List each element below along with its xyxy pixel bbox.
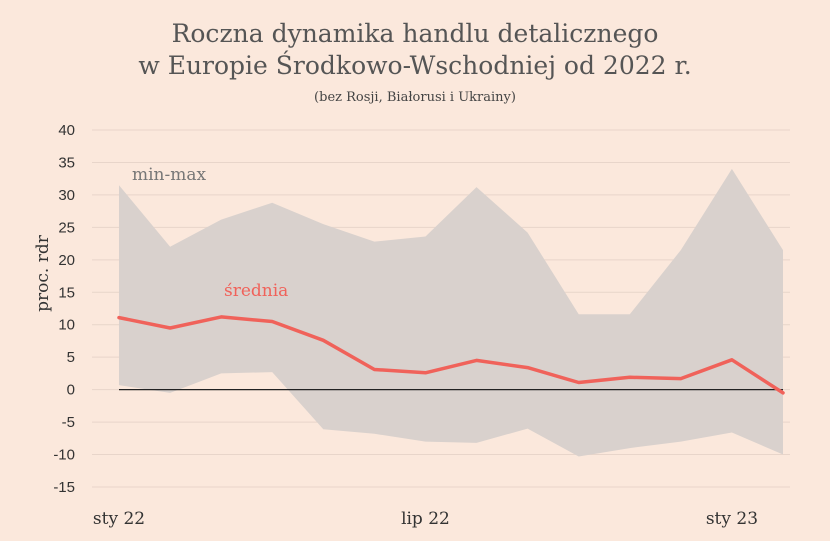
y-tick-label: 0 [67, 382, 75, 399]
y-tick-label: 15 [58, 284, 75, 301]
min-max-band [119, 168, 783, 457]
y-tick-label: 20 [58, 252, 75, 269]
mean-label: średnia [224, 281, 288, 301]
chart-title-line2: w Europie Środkowo-Wschodniej od 2022 r. [138, 51, 692, 80]
chart-subtitle: (bez Rosji, Białorusi i Ukrainy) [314, 90, 516, 105]
x-tick-label: lip 22 [401, 509, 450, 529]
y-tick-label: 10 [58, 317, 75, 334]
mean-line [117, 315, 785, 395]
y-tick-label: -5 [62, 414, 75, 431]
y-tick-labels: 40 35 30 25 20 15 10 5 0 -5 -10 -15 [53, 122, 75, 496]
y-tick-label: 40 [58, 122, 75, 139]
x-tick-label: sty 23 [706, 509, 758, 529]
y-tick-label: 25 [58, 219, 75, 236]
y-tick-label: 5 [67, 349, 75, 366]
y-axis-label: proc. rdr [33, 234, 53, 312]
y-tick-label: -15 [53, 479, 75, 496]
chart-title-line1: Roczna dynamika handlu detalicznego [171, 19, 659, 48]
y-tick-label: -10 [53, 447, 75, 464]
y-tick-label: 35 [58, 154, 75, 171]
x-tick-label: sty 22 [93, 509, 145, 529]
x-tick-labels: sty 22 lip 22 sty 23 [93, 509, 758, 529]
y-tick-label: 30 [58, 187, 75, 204]
chart-title: Roczna dynamika handlu detalicznego w Eu… [0, 18, 830, 82]
min-max-label: min-max [132, 165, 207, 185]
